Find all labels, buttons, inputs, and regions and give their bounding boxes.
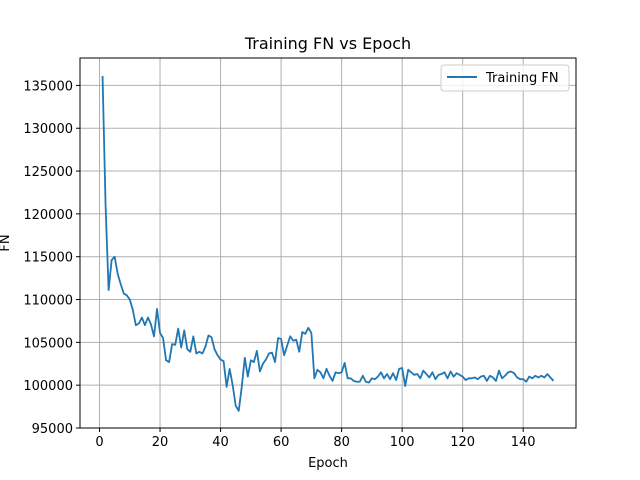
y-tick-label: 110000 (23, 294, 73, 309)
x-axis-label: Epoch (308, 456, 348, 471)
y-tick-label: 120000 (23, 208, 73, 223)
x-tick-label: 40 (212, 435, 229, 450)
y-tick-label: 105000 (23, 336, 73, 351)
x-tick-label: 100 (390, 435, 415, 450)
y-tick-label: 130000 (23, 122, 73, 137)
legend: Training FN (440, 64, 570, 92)
series-line-0 (101, 75, 555, 412)
x-tick-label: 20 (152, 435, 169, 450)
y-tick-label: 100000 (23, 379, 73, 394)
y-tick-label: 115000 (23, 251, 73, 266)
chart-title: Training FN vs Epoch (244, 34, 411, 53)
x-tick-label: 0 (95, 435, 103, 450)
plot-frame (79, 57, 577, 429)
y-axis-ticks: 95000 100000 105000 110000 115000 120000 12500… (23, 79, 80, 437)
x-tick-label: 60 (273, 435, 290, 450)
series-layer (101, 75, 555, 412)
y-tick-label: 95000 (32, 422, 73, 437)
x-tick-label: 80 (333, 435, 350, 450)
x-tick-label: 120 (450, 435, 475, 450)
legend-box (440, 64, 570, 92)
y-tick-label: 125000 (23, 165, 73, 180)
legend-label-training-fn: Training FN (485, 71, 559, 86)
y-tick-label: 135000 (23, 79, 73, 94)
y-axis-label: FN (0, 234, 13, 251)
x-axis-ticks: 0 20 40 60 80 100 120 140 (95, 428, 536, 450)
x-tick-label: 140 (511, 435, 536, 450)
